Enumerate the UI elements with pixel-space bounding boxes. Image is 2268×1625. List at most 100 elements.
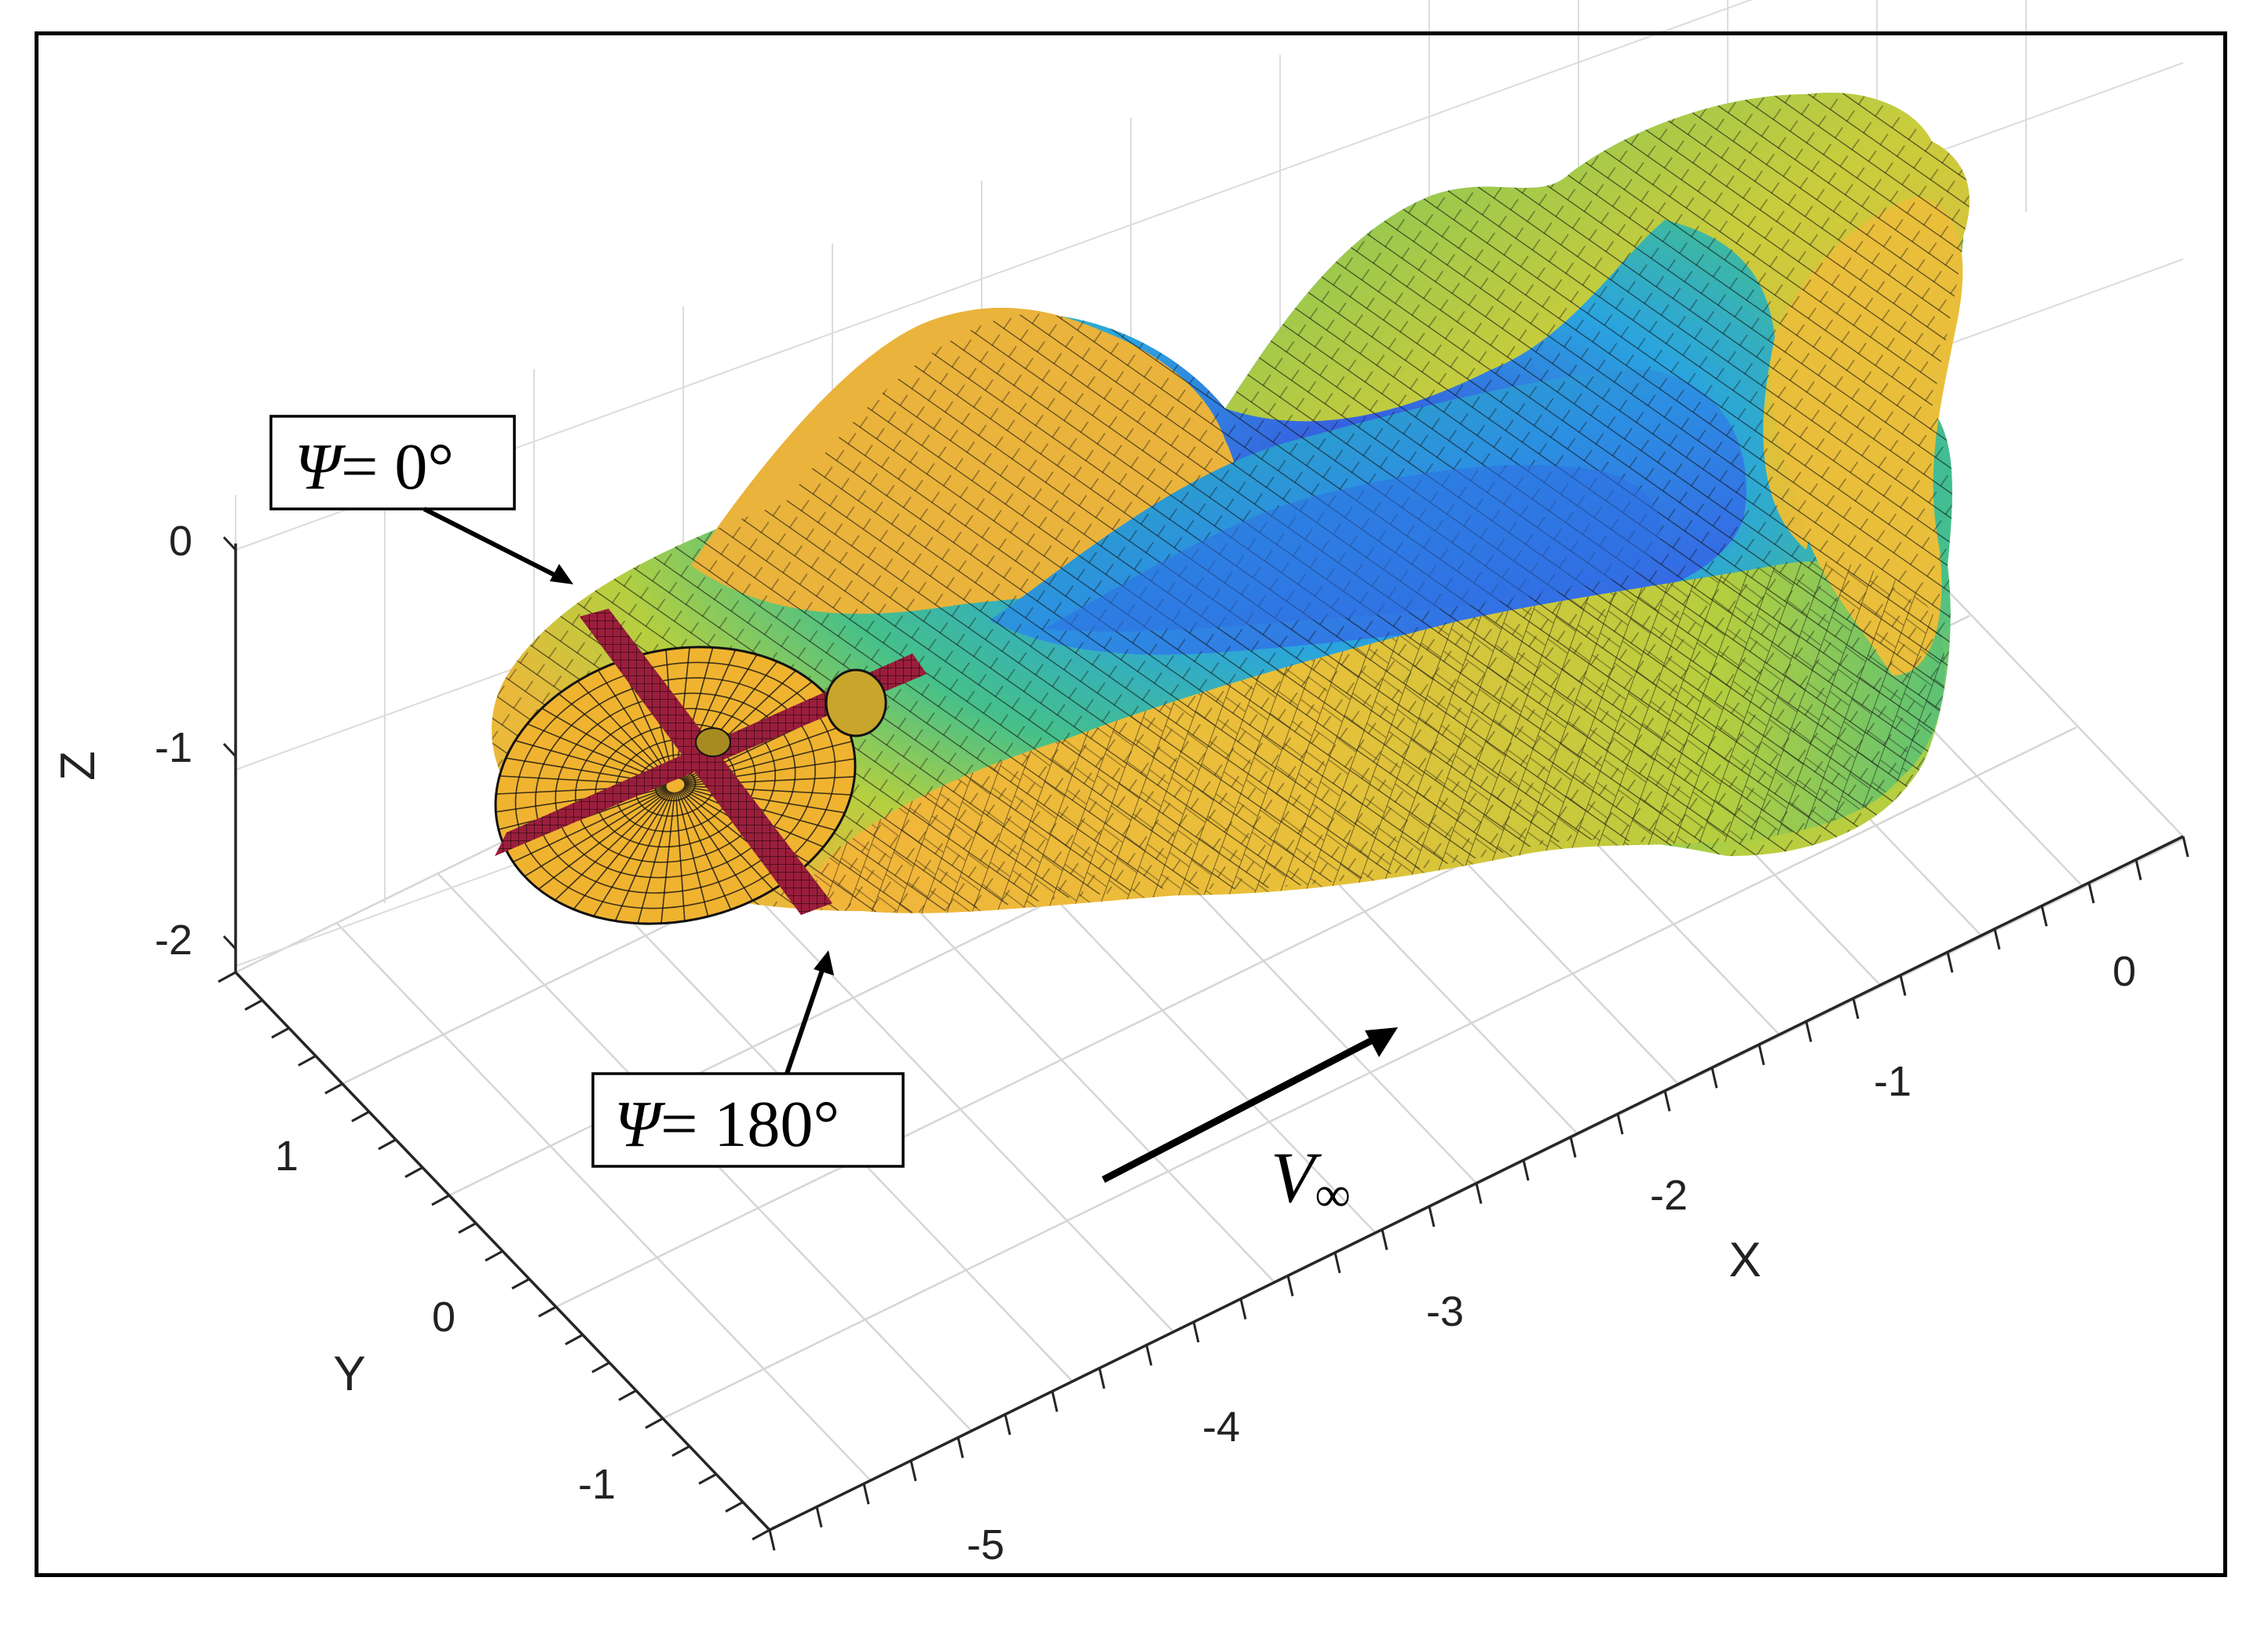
psi-0-arrow [423,507,561,580]
x-tick-label: -1 [1874,1058,1911,1105]
disk-radial-line [676,792,709,917]
z-tick-label: -2 [155,917,192,964]
floor-gridline [335,922,872,1481]
x-minor-tick [815,1506,823,1528]
wake-mesh-overlay-2 [801,561,1945,913]
disk-radial-line [679,790,774,891]
x-minor-tick [1522,1159,1530,1181]
disk-radial-line [614,792,673,921]
y-tick-label: 1 [275,1133,298,1180]
x-tick-label: -2 [1650,1172,1688,1219]
x-axis-title: X [1728,1233,1761,1287]
x-minor-tick [1192,1321,1200,1343]
x-minor-tick [1333,1252,1341,1274]
z-tick-label: -1 [155,724,192,771]
y-minor-tick [351,1111,370,1122]
x-minor-tick [1899,975,1907,996]
x-tick-label: -5 [967,1521,1004,1568]
disk-radial-line [637,792,675,924]
x-minor-tick [1993,928,2001,950]
x-tick-label: -3 [1426,1288,1464,1335]
disk-radial-line [512,789,668,863]
y-minor-tick [698,1473,717,1485]
y-minor-tick [244,999,263,1011]
x-minor-tick [1428,1206,1436,1228]
annotations: Ψ= 0° Ψ= 180° V∞ [269,415,1398,1222]
x-minor-tick [1381,1229,1388,1250]
axis-labels: Z Y X 0 -1 -2 1 0 -1 0 -1 -2 -3 -4 -5 [51,518,2136,1568]
x-minor-tick [1946,951,1954,973]
psi-180-callout: Ψ= 180° [591,950,905,1168]
psi-0-symbol: Ψ [294,430,346,503]
freestream-arrow [1101,1035,1378,1183]
x-minor-tick [1710,1067,1718,1089]
psi-180-symbol: Ψ [614,1088,666,1161]
x-minor-tick [1475,1183,1483,1204]
z-tick [222,536,237,551]
x-minor-tick [1051,1391,1059,1412]
y-minor-tick [671,1445,690,1457]
disk-radial-line [679,790,754,902]
psi-0-value: = 0° [341,430,454,503]
freestream-symbol: V [1271,1137,1322,1217]
z-tick [222,935,237,950]
y-minor-tick [565,1334,583,1345]
x-minor-tick [1616,1113,1624,1135]
rotor-hub-center [695,727,731,757]
x-minor-tick [1004,1414,1011,1436]
disk-radial-line [541,708,669,782]
x-minor-tick [1098,1367,1106,1389]
x-tick-label: -4 [1202,1404,1240,1451]
x-minor-tick [1145,1345,1153,1366]
x-minor-tick [2182,836,2189,858]
y-minor-tick [752,1528,770,1541]
freestream-arrowhead [1365,1027,1398,1057]
rotor-disk [494,609,927,925]
freestream-subscript: ∞ [1315,1166,1351,1222]
disk-radial-line [677,791,732,910]
x-minor-tick [1663,1090,1671,1112]
x-tick-label: 0 [2113,948,2136,995]
x-minor-tick [862,1483,870,1505]
psi-0-callout: Ψ= 0° [269,415,573,584]
x-minor-tick [1286,1275,1294,1297]
figure-frame [35,31,2227,1577]
psi-180-value: = 180° [660,1088,840,1161]
x-minor-tick [1758,1044,1765,1066]
y-minor-tick [378,1138,397,1151]
x-minor-tick [1569,1136,1577,1158]
y-minor-tick [431,1194,450,1206]
y-minor-tick [458,1222,477,1234]
rotor-hub [825,668,887,737]
y-minor-tick [324,1082,343,1095]
disk-radial-line [572,791,671,910]
wall-gridline [235,0,1753,551]
y-minor-tick [271,1027,290,1039]
psi-0-arrowhead [550,564,573,584]
disk-radial-line [675,792,686,921]
y-minor-tick [511,1278,530,1290]
disk-radial-line [660,792,675,924]
z-tick [222,742,237,758]
y-axis-title: Y [333,1347,365,1401]
psi-180-text: Ψ= 180° [614,1088,840,1161]
psi-180-arrowhead [814,950,834,975]
y-minor-tick [485,1250,503,1262]
x-minor-tick [909,1460,917,1482]
y-minor-tick [404,1166,423,1178]
freestream-arrow-group: V∞ [1101,1027,1398,1222]
x-minor-tick [2040,905,2048,927]
z-tick-label: 0 [169,518,192,565]
floor-gridline [662,726,2077,1420]
y-minor-tick [218,971,236,983]
psi-180-box [591,1072,905,1168]
freestream-label: V∞ [1271,1137,1351,1222]
y-minor-tick [618,1389,637,1401]
y-minor-tick [725,1501,744,1513]
y-minor-tick [538,1305,557,1318]
disk-radial-line [558,693,671,781]
x-minor-tick [1239,1298,1247,1320]
psi-180-arrow [785,967,825,1074]
